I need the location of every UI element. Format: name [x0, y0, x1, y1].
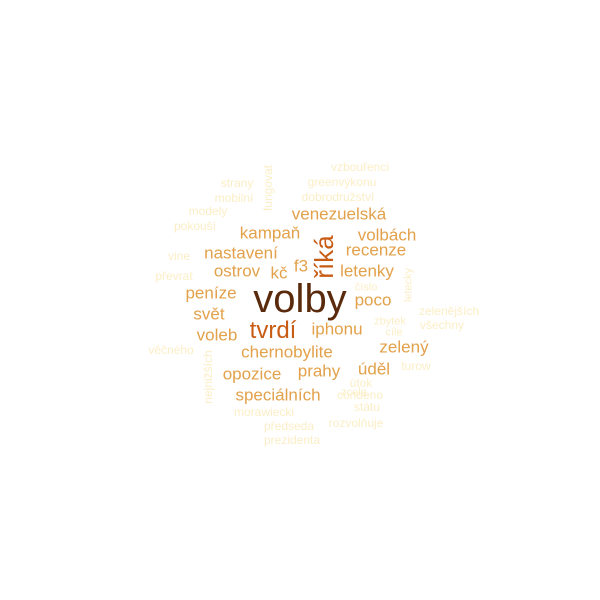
word-fungovat: fungovat	[261, 164, 275, 212]
word-rozvolnuje: rozvolňuje	[328, 416, 384, 430]
word-svet: svět	[193, 304, 225, 324]
word-recenze: recenze	[345, 240, 407, 260]
word-zelenejsich: zelenějších	[418, 304, 480, 318]
word-ostrov: ostrov	[213, 261, 261, 281]
word-pokousi: pokouší	[173, 219, 217, 233]
word-chernobylite: chernobylite	[241, 342, 333, 362]
word-vecneho: věčného	[148, 343, 194, 357]
word-poco: poco	[354, 290, 392, 310]
word-venezuelska: venezuelská	[291, 204, 387, 224]
word-strany: strany	[220, 176, 254, 190]
word-prezidenta: prezidenta	[263, 433, 321, 447]
word-iphonu: iphonu	[311, 319, 363, 339]
word-condeno: condeno	[336, 388, 384, 402]
word-tvrdi: tvrdí	[249, 317, 297, 344]
word-zeleny: zelený	[379, 337, 429, 357]
word-letecky: letecky	[402, 267, 415, 303]
word-volbach: volbách	[357, 225, 417, 245]
word-opozice: opozice	[222, 364, 282, 384]
word-greenvykonu: greenvýkonu	[307, 175, 377, 189]
word-mobilni: mobilní	[214, 191, 254, 205]
word-zcela: zcela	[341, 386, 367, 399]
word-udel: úděl	[357, 359, 391, 379]
word-letenky: letenky	[340, 261, 394, 281]
word-dobrodruzstvi: dobrodružství	[301, 190, 375, 204]
word-morawiecki: morawiecki	[233, 405, 295, 419]
word-vine: vine	[167, 249, 191, 263]
word-turow: turow	[401, 359, 431, 373]
word-modely: modely	[188, 204, 228, 218]
word-statu: státu	[353, 400, 381, 414]
word-voleb: voleb	[196, 325, 238, 345]
word-nastaveni: nastavení	[204, 243, 278, 263]
word-penize: peníze	[185, 283, 237, 303]
word-utok: útok	[349, 376, 373, 390]
word-prevrat: převrat	[155, 269, 193, 283]
word-specialnich: speciálních	[235, 385, 321, 405]
word-cislo: číslo	[354, 281, 378, 294]
word-vsechny: všechny	[419, 318, 465, 332]
word-prahy: prahy	[297, 361, 341, 381]
word-rika: říká	[309, 235, 339, 279]
word-cile: cíle	[385, 326, 403, 339]
word-zbytek: zbytek	[374, 315, 406, 328]
word-volby: volby	[253, 277, 347, 321]
word-vzbourenci: vzbouřenci	[330, 160, 390, 174]
word-nejnizsich: nejnižších	[201, 350, 215, 404]
word-f3: f3	[293, 256, 309, 276]
word-predseda: předseda	[263, 419, 315, 433]
word-kc: kč	[270, 263, 288, 283]
word-kampan: kampaň	[239, 223, 301, 243]
